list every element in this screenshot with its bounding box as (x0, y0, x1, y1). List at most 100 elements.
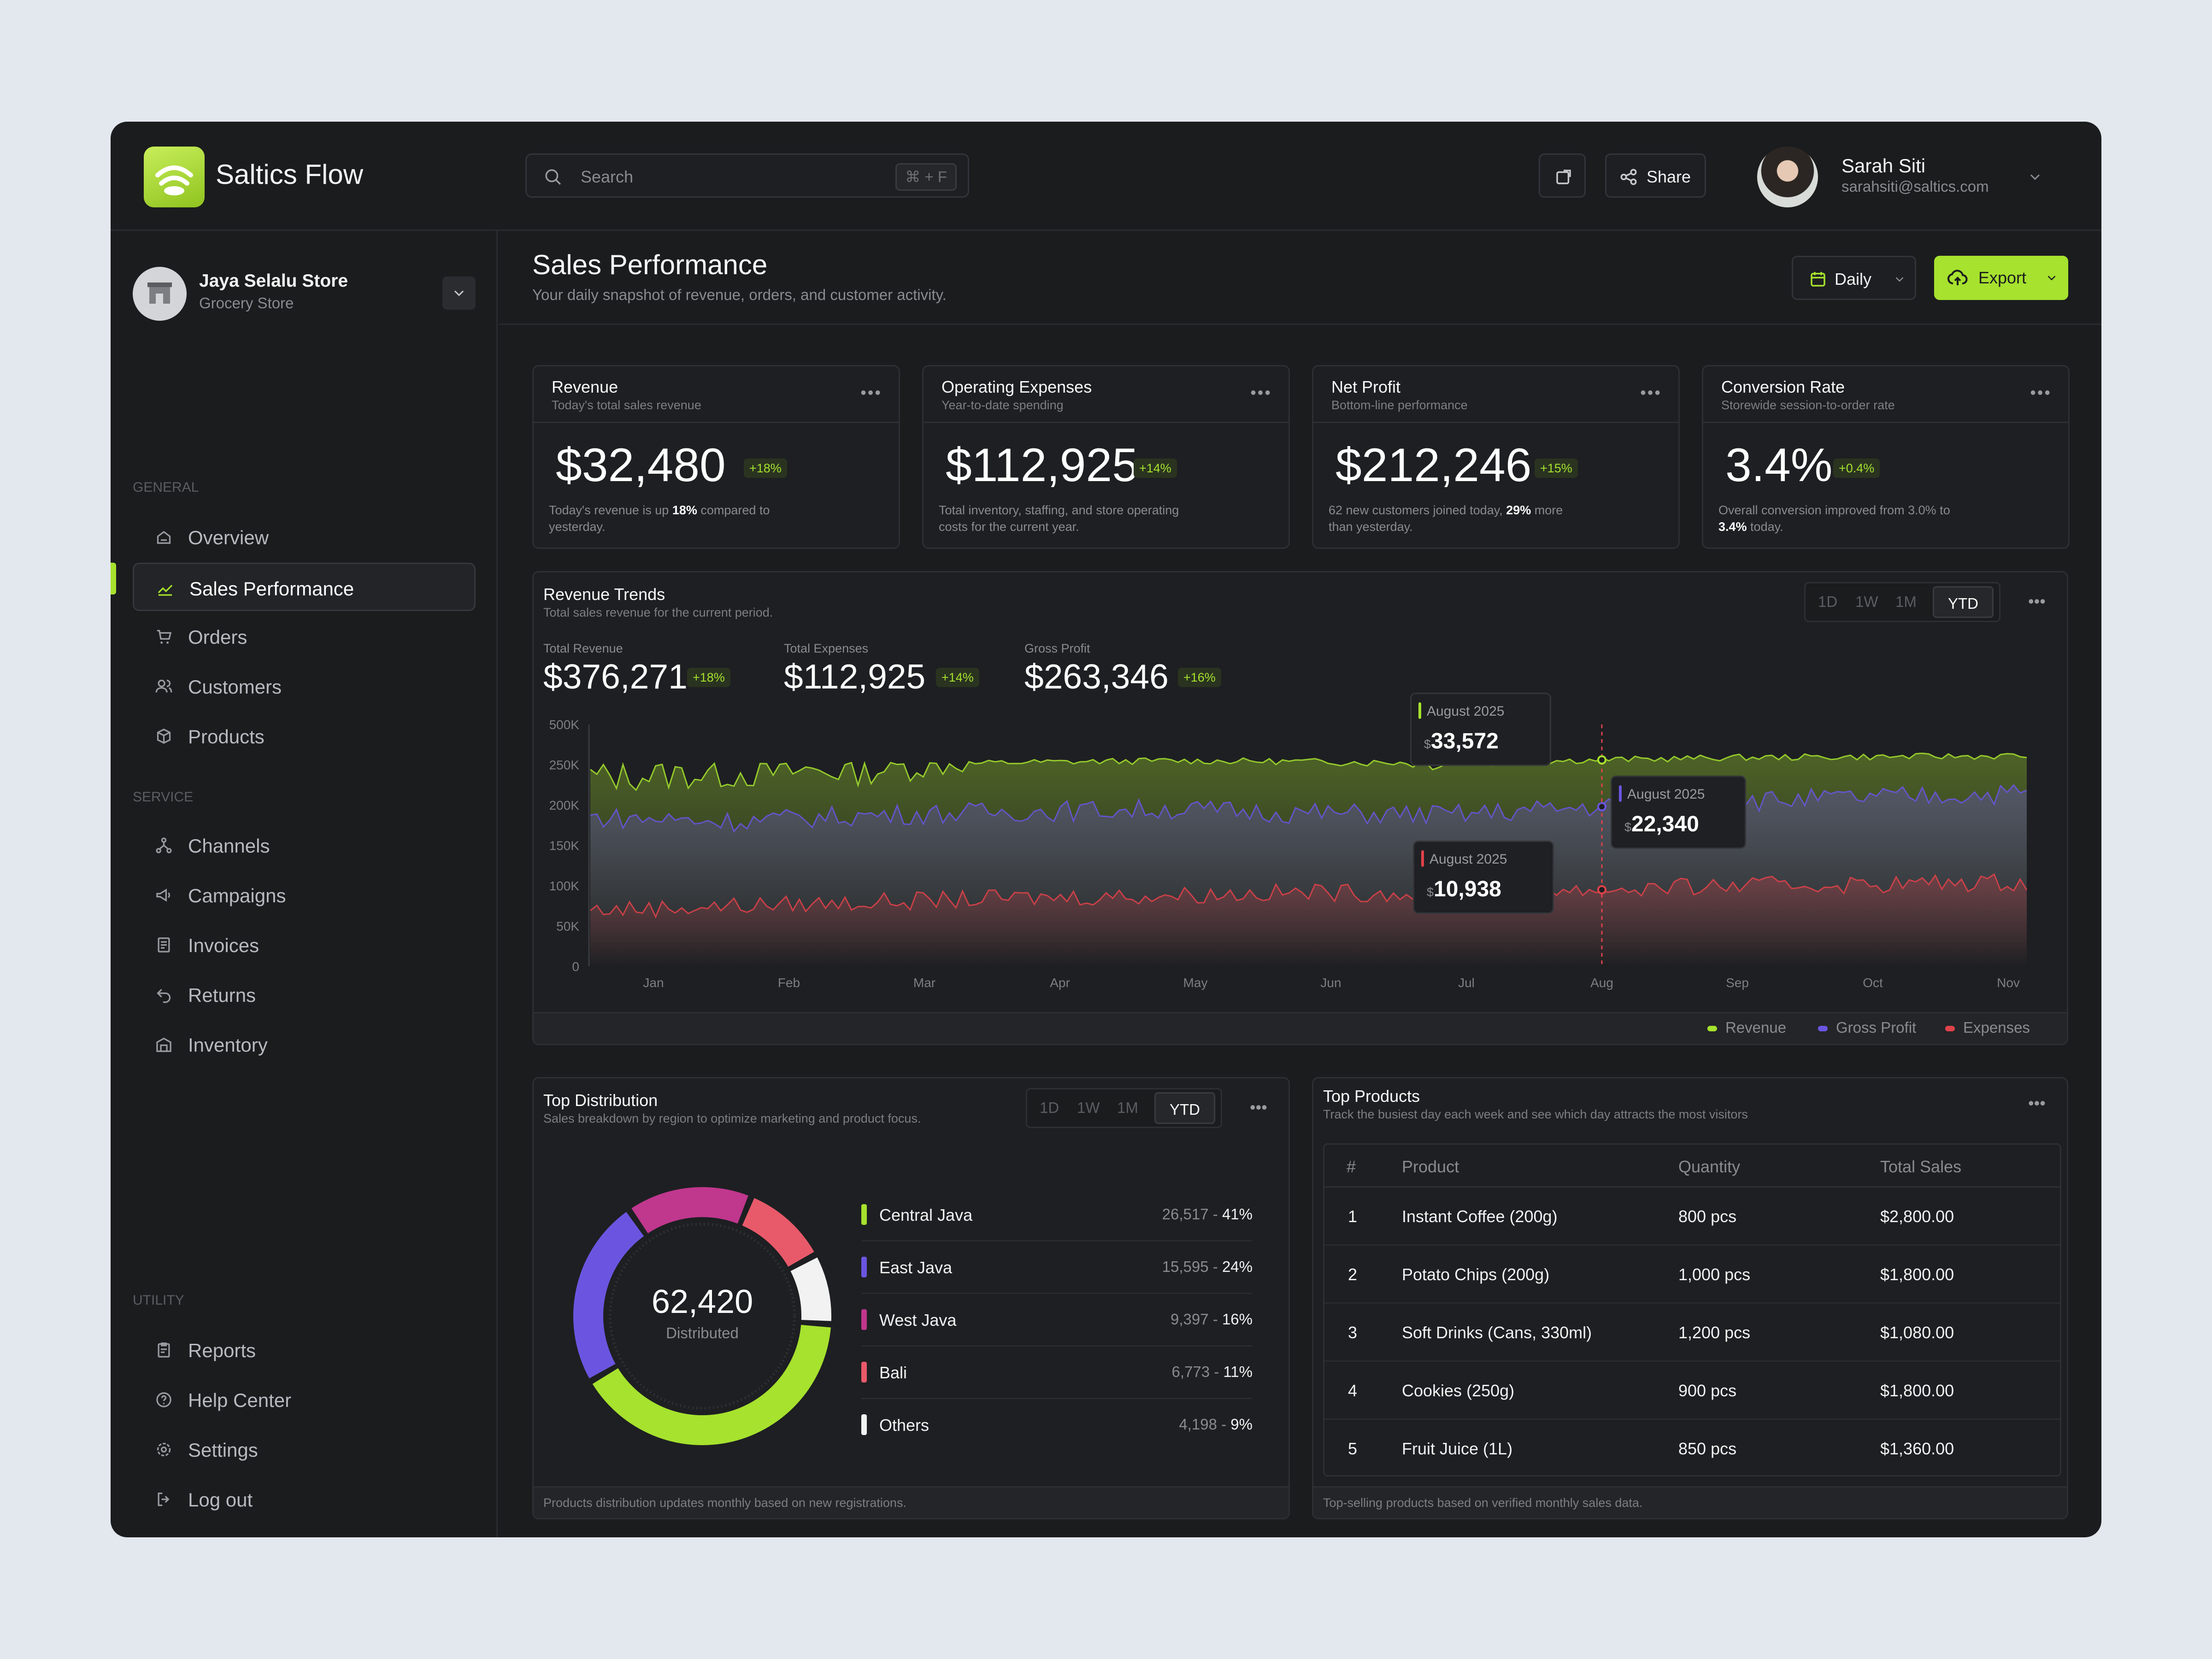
range-1d[interactable]: 1D (1818, 593, 1838, 610)
highlight-point[interactable] (1597, 755, 1606, 765)
sidebar-item-reports[interactable]: Reports (133, 1326, 476, 1374)
sidebar-item-settings[interactable]: Settings (133, 1425, 476, 1474)
sidebar-item-sales-performance[interactable]: Sales Performance (133, 563, 476, 611)
more-icon[interactable]: ••• (1640, 383, 1662, 402)
donut-slice-bali[interactable] (742, 1198, 814, 1267)
sidebar-item-label: Returns (188, 984, 256, 1006)
sidebar-item-campaigns[interactable]: Campaigns (133, 871, 476, 919)
kpi-badge: +14% (1134, 459, 1177, 478)
kpi-card-conversion-rate: Conversion Rate Storewide session-to-ord… (1702, 365, 2070, 549)
sidebar-item-products[interactable]: Products (133, 712, 476, 760)
color-marker (861, 1309, 867, 1330)
range-1m[interactable]: 1M (1117, 1099, 1138, 1116)
search-input[interactable]: Search ⌘ + F (525, 153, 969, 198)
region-name: Bali (879, 1363, 907, 1382)
store-switcher-button[interactable] (442, 276, 476, 310)
x-tick-label: Jun (1320, 976, 1341, 990)
sidebar-item-customers[interactable]: Customers (133, 662, 476, 711)
sidebar-item-inventory[interactable]: Inventory (133, 1020, 476, 1069)
chevron-down-icon[interactable] (2027, 169, 2043, 185)
kpi-value: $212,246 (1335, 439, 1532, 491)
highlight-point[interactable] (1597, 885, 1606, 894)
sidebar-item-log-out[interactable]: Log out (133, 1475, 476, 1524)
x-tick-label: Sep (1726, 976, 1749, 990)
sidebar-item-overview[interactable]: Overview (133, 513, 476, 561)
more-icon[interactable]: ••• (2028, 592, 2046, 611)
highlight-point[interactable] (1597, 802, 1606, 812)
top-products-panel: Top Products Track the busiest day each … (1312, 1077, 2068, 1519)
more-icon[interactable]: ••• (1250, 1098, 1267, 1117)
panel-footer: Top-selling products based on verified m… (1313, 1486, 2067, 1518)
distribution-item: West Java 9,397 - 16% (861, 1294, 1253, 1347)
table-row[interactable]: 4 Cookies (250g) 900 pcs $1,800.00 (1324, 1362, 2060, 1420)
region-name: Others (879, 1416, 930, 1435)
range-ytd[interactable]: YTD (1933, 586, 1994, 618)
y-tick-label: 250K (549, 758, 580, 772)
sidebar-item-invoices[interactable]: Invoices (133, 921, 476, 969)
invoice-icon (158, 937, 170, 953)
range-1w[interactable]: 1W (1077, 1099, 1100, 1116)
chevron-down-icon (1895, 277, 1904, 282)
avatar[interactable] (1757, 147, 1818, 207)
sidebar-item-channels[interactable]: Channels (133, 821, 476, 870)
tooltip-value: $33,572 (1424, 729, 1499, 753)
y-tick-label: 150K (549, 839, 580, 853)
tooltip-label: August 2025 (1427, 704, 1505, 719)
series-area-expenses (590, 874, 2027, 966)
app-brand: Saltics Flow (216, 159, 364, 190)
legend-revenue: Revenue (1707, 1019, 1786, 1036)
period-select[interactable]: Daily (1792, 256, 1916, 300)
header-divider (499, 324, 2101, 325)
donut-slice-others[interactable] (790, 1257, 831, 1321)
more-icon[interactable]: ••• (1250, 383, 1272, 402)
share-button[interactable]: Share (1605, 153, 1706, 198)
donut-slice-central-java[interactable] (592, 1324, 831, 1445)
region-value: 4,198 - 9% (1179, 1416, 1253, 1433)
chart-legend-bar (534, 1012, 2067, 1044)
more-icon[interactable]: ••• (2028, 1094, 2046, 1112)
top-distribution-panel: Top Distribution Sales breakdown by regi… (532, 1077, 1290, 1519)
kpi-card-operating-expenses: Operating Expenses Year-to-date spending… (922, 365, 1290, 549)
donut-slice-east-java[interactable] (573, 1212, 644, 1379)
range-1d[interactable]: 1D (1040, 1099, 1059, 1116)
home-icon (157, 531, 171, 544)
logout-icon (158, 1492, 170, 1506)
tooltip-marker (1619, 785, 1622, 802)
table-row[interactable]: 3 Soft Drinks (Cans, 330ml) 1,200 pcs $1,08… (1324, 1304, 2060, 1362)
table-row[interactable]: 2 Potato Chips (200g) 1,000 pcs $1,800.00 (1324, 1246, 2060, 1304)
column-header: Quantity (1678, 1157, 1741, 1176)
table-row[interactable]: 1 Instant Coffee (200g) 800 pcs $2,800.00 (1324, 1188, 2060, 1246)
kpi-value: $112,925 (946, 439, 1138, 491)
range-1w[interactable]: 1W (1855, 593, 1878, 610)
return-icon (157, 988, 171, 1003)
more-icon[interactable]: ••• (860, 383, 882, 402)
metric-value: $112,925 (784, 657, 926, 696)
x-tick-label: May (1183, 976, 1208, 990)
kpi-description: Today's revenue is up 18% compared to ye… (549, 503, 770, 534)
sidebar-item-returns[interactable]: Returns (133, 971, 476, 1019)
new-window-button[interactable] (1539, 153, 1586, 198)
distribution-item: East Java 15,595 - 24% (861, 1241, 1253, 1294)
metric-badge: +14% (936, 668, 979, 687)
panel-title: Revenue Trends (543, 585, 665, 604)
revenue-trends-panel: Revenue Trends Total sales revenue for t… (532, 571, 2068, 1045)
cart-icon (157, 629, 172, 644)
color-marker (861, 1204, 867, 1225)
region-value: 15,595 - 24% (1162, 1258, 1253, 1275)
more-icon[interactable]: ••• (2030, 383, 2052, 402)
kpi-description: Overall conversion improved from 3.0% to… (1718, 503, 1950, 534)
panel-footer: Products distribution updates monthly ba… (534, 1486, 1288, 1518)
sidebar-item-help-center[interactable]: Help Center (133, 1376, 476, 1424)
export-button[interactable]: Export (1934, 256, 2068, 300)
region-value: 6,773 - 11% (1171, 1363, 1253, 1380)
sidebar-item-orders[interactable]: Orders (133, 612, 476, 661)
sidebar-item-label: Help Center (188, 1389, 292, 1411)
table-row[interactable]: 5 Fruit Juice (1L) 850 pcs $1,360.00 (1348, 1439, 1954, 1458)
region-value: 9,397 - 16% (1171, 1311, 1253, 1328)
color-marker (861, 1362, 867, 1382)
region-value: 26,517 - 41% (1162, 1206, 1253, 1223)
distribution-item: Central Java 26,517 - 41% (861, 1189, 1253, 1241)
donut-slice-west-java[interactable] (631, 1187, 748, 1234)
range-1m[interactable]: 1M (1895, 593, 1917, 610)
range-ytd[interactable]: YTD (1154, 1092, 1215, 1124)
